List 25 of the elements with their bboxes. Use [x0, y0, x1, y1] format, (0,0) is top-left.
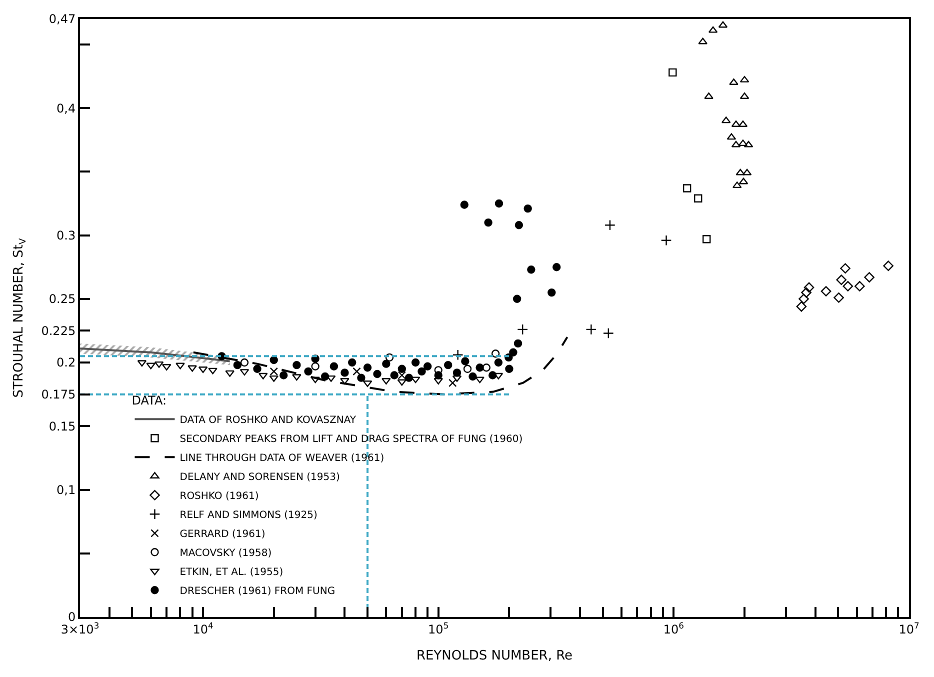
legend-title: DATA:: [132, 394, 166, 408]
y-tick-label: 0.15: [48, 419, 76, 434]
legend-label: SECONDARY PEAKS FROM LIFT AND DRAG SPECTRA OF FUNG (1960): [180, 434, 523, 446]
y-tick-label: 0.25: [48, 292, 76, 306]
x-tick-label: 10$^{4}$: [192, 620, 214, 636]
legend-label: DRESCHER (1961) FROM FUNG: [180, 586, 336, 598]
y-tick-label: 0,47: [48, 12, 76, 26]
y-tick-label: 0.2: [56, 356, 76, 370]
legend-label: ROSHKO (1961): [180, 491, 259, 502]
legend-label: RELF AND SIMMONS (1925): [180, 510, 318, 522]
legend-label: ETKIN, ET AL. (1955): [180, 567, 284, 578]
y-tick-label: 0.225: [41, 324, 76, 338]
y-tick-label: 0.175: [41, 388, 76, 402]
legend-label: GERRARD (1961): [180, 529, 266, 540]
x-tick-label: 10$^{7}$: [898, 620, 920, 636]
y-tick-label: 0.3: [56, 228, 76, 242]
y-tick-label: 0,1: [56, 482, 76, 497]
x-tick-label: 10$^{5}$: [428, 620, 449, 636]
legend-label: DATA OF ROSHKO AND KOVASZNAY: [180, 415, 357, 426]
legend-label: LINE THROUGH DATA OF WEAVER (1961): [180, 453, 384, 464]
legend-label: DELANY AND SORENSEN (1953): [180, 472, 340, 484]
legend-label: MACOVSKY (1958): [180, 548, 272, 560]
x-axis-title: REYNOLDS NUMBER, Re: [416, 648, 573, 664]
x-tick-label: 10$^{6}$: [663, 620, 684, 636]
y-tick-label: 0,4: [56, 101, 76, 116]
